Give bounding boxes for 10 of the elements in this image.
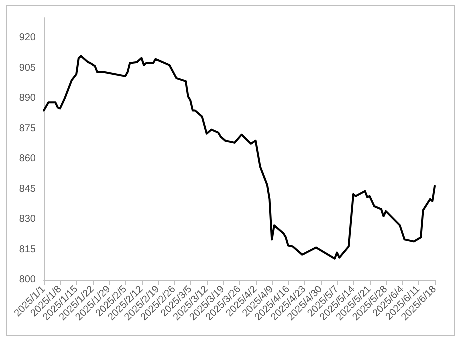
y-tick-label: 830: [19, 214, 36, 226]
y-tick-label: 920: [19, 32, 36, 44]
y-tick-label: 845: [19, 184, 36, 195]
y-tick-label: 800: [19, 274, 36, 286]
y-tick-label: 905: [19, 62, 36, 74]
y-tick-label: 860: [19, 154, 36, 165]
y-tick-label: 815: [19, 244, 36, 256]
y-tick-label: 890: [19, 93, 36, 104]
line-series: [43, 55, 436, 260]
y-tick-label: 875: [19, 123, 36, 134]
